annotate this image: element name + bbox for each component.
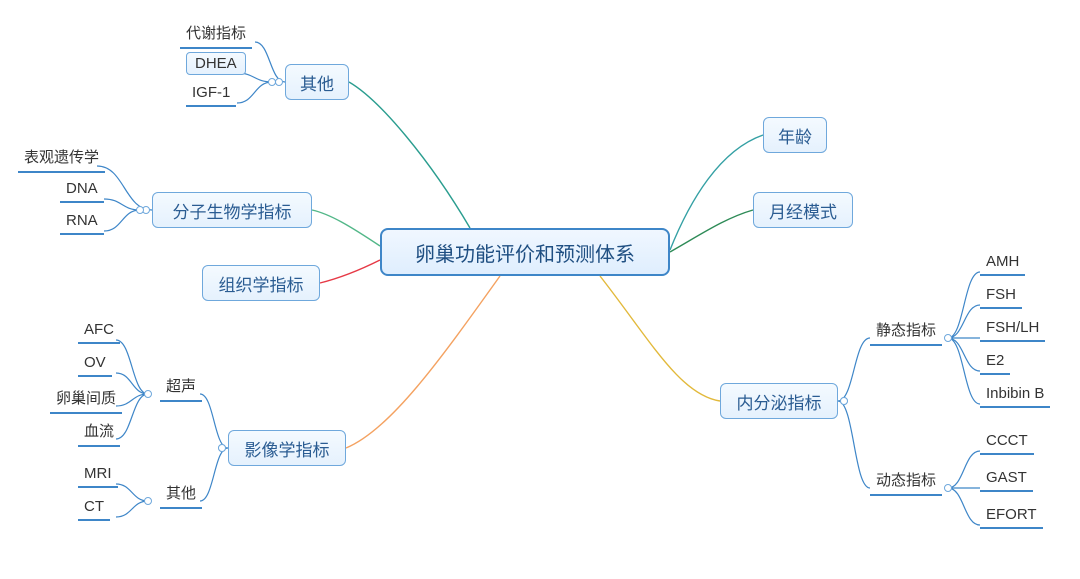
branch-molbio: 分子生物学指标 [152, 192, 312, 228]
leaf-img-stroma: 卵巢间质 [50, 385, 122, 414]
leaf-label: Inbibin B [986, 385, 1044, 402]
branch-label: 其他 [300, 70, 334, 95]
leaf-label: FSH/LH [986, 319, 1039, 336]
category-label: 表观遗传学 [24, 146, 99, 167]
branch-histology: 组织学指标 [202, 265, 320, 301]
leaf-img-ct: CT [78, 496, 110, 521]
category-endo-dynamic: 动态指标 [870, 467, 942, 496]
leaf-label: IGF-1 [192, 84, 230, 101]
joiner [218, 444, 226, 452]
leaf-label: E2 [986, 352, 1004, 369]
leaf-img-afc: AFC [78, 319, 120, 344]
leaf-img-mri: MRI [78, 463, 118, 488]
leaf-img-flow: 血流 [78, 418, 120, 447]
joiner [136, 206, 144, 214]
branch-imaging: 影像学指标 [228, 430, 346, 466]
leaf-endo-fsh: FSH [980, 284, 1022, 309]
leaf-label: RNA [66, 212, 98, 229]
leaf-label: GAST [986, 469, 1027, 486]
branch-label: 年龄 [778, 123, 812, 148]
mindmap-root: 卵巢功能评价和预测体系 [380, 228, 670, 276]
leaf-label: AFC [84, 321, 114, 338]
root-label: 卵巢功能评价和预测体系 [415, 238, 635, 267]
category-imaging-us: 超声 [160, 373, 202, 402]
leaf-label: 血流 [84, 420, 114, 441]
leaf-label: CCCT [986, 432, 1028, 449]
leaf-endo-ccct: CCCT [980, 430, 1034, 455]
leaf-endo-gast: GAST [980, 467, 1033, 492]
leaf-endo-inh: Inbibin B [980, 383, 1050, 408]
leaf-endo-fshlh: FSH/LH [980, 317, 1045, 342]
branch-age: 年龄 [763, 117, 827, 153]
branch-label: 组织学指标 [219, 271, 304, 296]
leaf-endo-e2: E2 [980, 350, 1010, 375]
branch-label: 影像学指标 [245, 436, 330, 461]
category-imaging-other: 其他 [160, 480, 202, 509]
branch-other: 其他 [285, 64, 349, 100]
branch-label: 月经模式 [769, 198, 837, 223]
category-endo-static: 静态指标 [870, 317, 942, 346]
branch-label: 内分泌指标 [737, 389, 822, 414]
leaf-label: MRI [84, 465, 112, 482]
category-label: 超声 [166, 375, 196, 396]
joiner [144, 390, 152, 398]
leaf-label: OV [84, 354, 106, 371]
leaf-molbio-rna: RNA [60, 210, 104, 235]
category-label: 代谢指标 [186, 22, 246, 43]
leaf-other-igf1: IGF-1 [186, 82, 236, 107]
joiner [275, 78, 283, 86]
leaf-label: CT [84, 498, 104, 515]
category-other-metabolic: 代谢指标 [180, 20, 252, 49]
leaf-label: AMH [986, 253, 1019, 270]
joiner [944, 484, 952, 492]
leaf-endo-efort: EFORT [980, 504, 1043, 529]
category-label: 动态指标 [876, 469, 936, 490]
leaf-label: FSH [986, 286, 1016, 303]
category-molbio-epigene: 表观遗传学 [18, 144, 105, 173]
leaf-label: DHEA [195, 55, 237, 72]
branch-endocrine: 内分泌指标 [720, 383, 838, 419]
category-label: 静态指标 [876, 319, 936, 340]
joiner [944, 334, 952, 342]
joiner [840, 397, 848, 405]
category-label: 其他 [166, 482, 196, 503]
branch-label: 分子生物学指标 [173, 198, 292, 223]
branch-menstrual: 月经模式 [753, 192, 853, 228]
joiner [144, 497, 152, 505]
leaf-other-dhea: DHEA [186, 52, 246, 75]
leaf-molbio-dna: DNA [60, 178, 104, 203]
leaf-label: DNA [66, 180, 98, 197]
joiner [268, 78, 276, 86]
leaf-endo-amh: AMH [980, 251, 1025, 276]
leaf-label: EFORT [986, 506, 1037, 523]
leaf-img-ov: OV [78, 352, 112, 377]
leaf-label: 卵巢间质 [56, 387, 116, 408]
